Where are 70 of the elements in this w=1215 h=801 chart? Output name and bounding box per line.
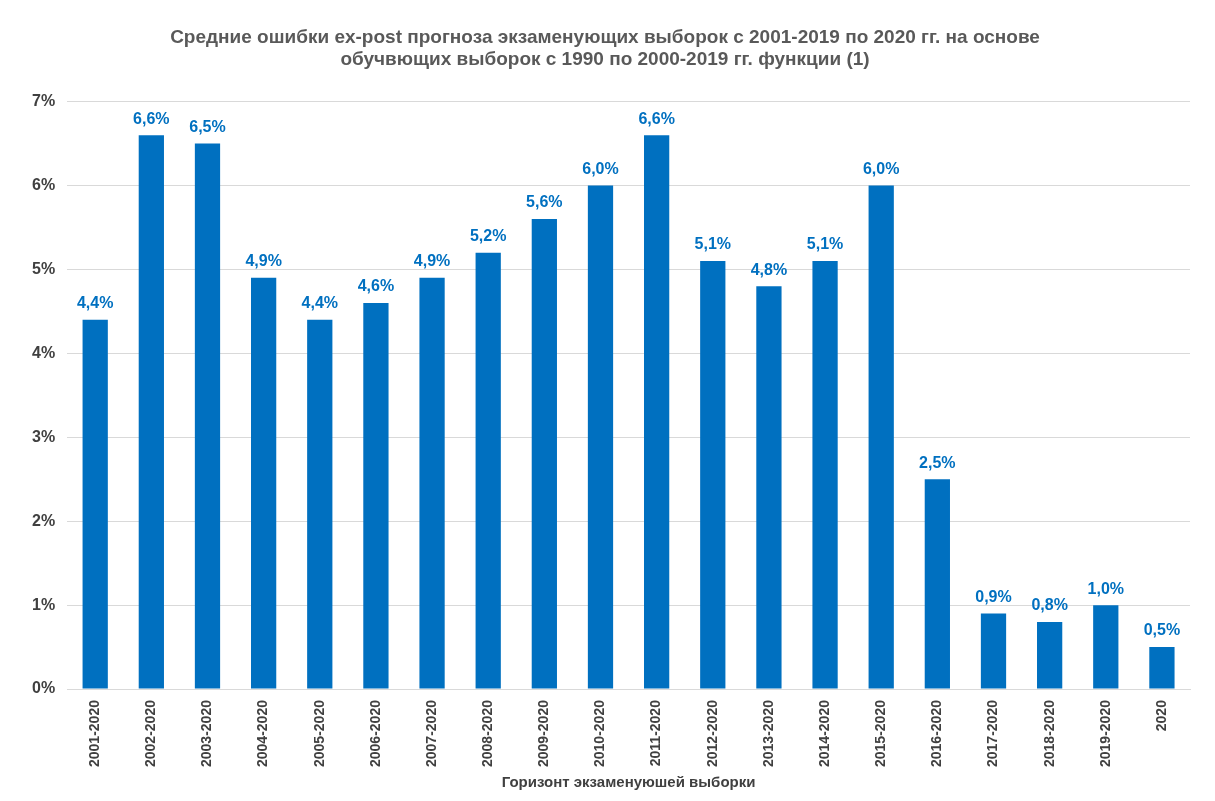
data-label: 6,6% bbox=[638, 109, 675, 127]
data-label: 6,6% bbox=[133, 109, 170, 127]
x-tick-label: 2016-2020 bbox=[928, 699, 945, 767]
data-label: 0,8% bbox=[1031, 596, 1068, 614]
bar bbox=[251, 277, 277, 689]
bar bbox=[924, 479, 950, 689]
data-label: 6,0% bbox=[862, 159, 900, 177]
chart-title: Средние ошибки ex-post прогноза экзаменующих выборок с 2001-2019 по 2020 гг. на основе обучвющих выборок с 1990 по 2000-2019 гг. функции (1) bbox=[170, 25, 1040, 70]
bar bbox=[756, 286, 782, 689]
x-tick-label: 2007-2020 bbox=[422, 699, 439, 767]
y-tick-label: 1% bbox=[32, 595, 56, 613]
bar bbox=[82, 319, 108, 689]
x-tick-label: 2002-2020 bbox=[142, 699, 159, 767]
x-tick-label: 2009-2020 bbox=[535, 699, 552, 767]
data-label: 4,6% bbox=[357, 277, 395, 295]
data-label: 5,6% bbox=[526, 193, 563, 211]
bar bbox=[980, 613, 1007, 689]
x-tick-label: 2003-2020 bbox=[198, 699, 215, 767]
x-tick-label: 2018-2020 bbox=[1040, 699, 1057, 767]
x-axis-title: Горизонт экзаменуюшей выборки bbox=[501, 773, 756, 791]
x-tick-label: 2019-2020 bbox=[1096, 699, 1113, 767]
bar bbox=[700, 261, 726, 689]
y-tick-label: 6% bbox=[32, 175, 56, 193]
bar bbox=[812, 261, 838, 689]
bar bbox=[138, 135, 164, 689]
bar bbox=[868, 185, 894, 689]
y-tick-label: 0% bbox=[32, 679, 56, 697]
data-label: 2,5% bbox=[919, 453, 956, 471]
x-tick-label: 2011-2020 bbox=[647, 699, 664, 767]
x-tick-label: 2001-2020 bbox=[86, 699, 103, 767]
bar bbox=[1037, 621, 1063, 689]
bar bbox=[194, 143, 221, 689]
y-tick-label: 5% bbox=[32, 259, 56, 277]
y-tick-label: 3% bbox=[32, 427, 56, 445]
data-label: 6,0% bbox=[582, 159, 619, 177]
x-tick-label: 2006-2020 bbox=[366, 699, 383, 767]
bar bbox=[307, 319, 333, 689]
data-label: 4,9% bbox=[245, 252, 282, 270]
data-label: 0,5% bbox=[1143, 621, 1181, 639]
x-tick-label: 2017-2020 bbox=[984, 699, 1001, 767]
x-tick-label: 2008-2020 bbox=[479, 699, 496, 767]
x-tick-label: 2012-2020 bbox=[703, 699, 720, 767]
data-label: 5,1% bbox=[806, 235, 844, 253]
x-tick-label: 2005-2020 bbox=[310, 699, 327, 767]
y-tick-label: 4% bbox=[32, 343, 56, 361]
bar bbox=[1093, 605, 1119, 689]
x-tick-label: 2013-2020 bbox=[759, 699, 776, 767]
data-label: 4,9% bbox=[413, 252, 451, 270]
data-label: 5,2% bbox=[469, 227, 507, 245]
bar bbox=[475, 252, 501, 689]
data-label: 6,5% bbox=[189, 117, 226, 135]
x-tick-label: 2004-2020 bbox=[254, 699, 271, 767]
data-label: 5,1% bbox=[694, 235, 732, 253]
bar bbox=[363, 303, 389, 689]
x-tick-label: 2020 bbox=[1152, 699, 1169, 732]
data-label: 4,4% bbox=[301, 294, 339, 312]
data-label: 4,4% bbox=[76, 294, 114, 312]
x-tick-label: 2010-2020 bbox=[591, 699, 608, 767]
bar bbox=[587, 185, 614, 689]
y-tick-label: 2% bbox=[32, 511, 56, 529]
data-label: 1,0% bbox=[1087, 579, 1125, 597]
x-tick-label: 2015-2020 bbox=[872, 699, 889, 767]
data-label: 0,9% bbox=[975, 587, 1012, 605]
bar bbox=[1149, 647, 1175, 689]
bar bbox=[531, 219, 557, 689]
bar bbox=[419, 277, 445, 689]
data-label: 4,8% bbox=[750, 260, 788, 278]
bar bbox=[644, 135, 670, 689]
y-tick-label: 7% bbox=[32, 92, 56, 110]
x-tick-label: 2014-2020 bbox=[815, 699, 832, 767]
